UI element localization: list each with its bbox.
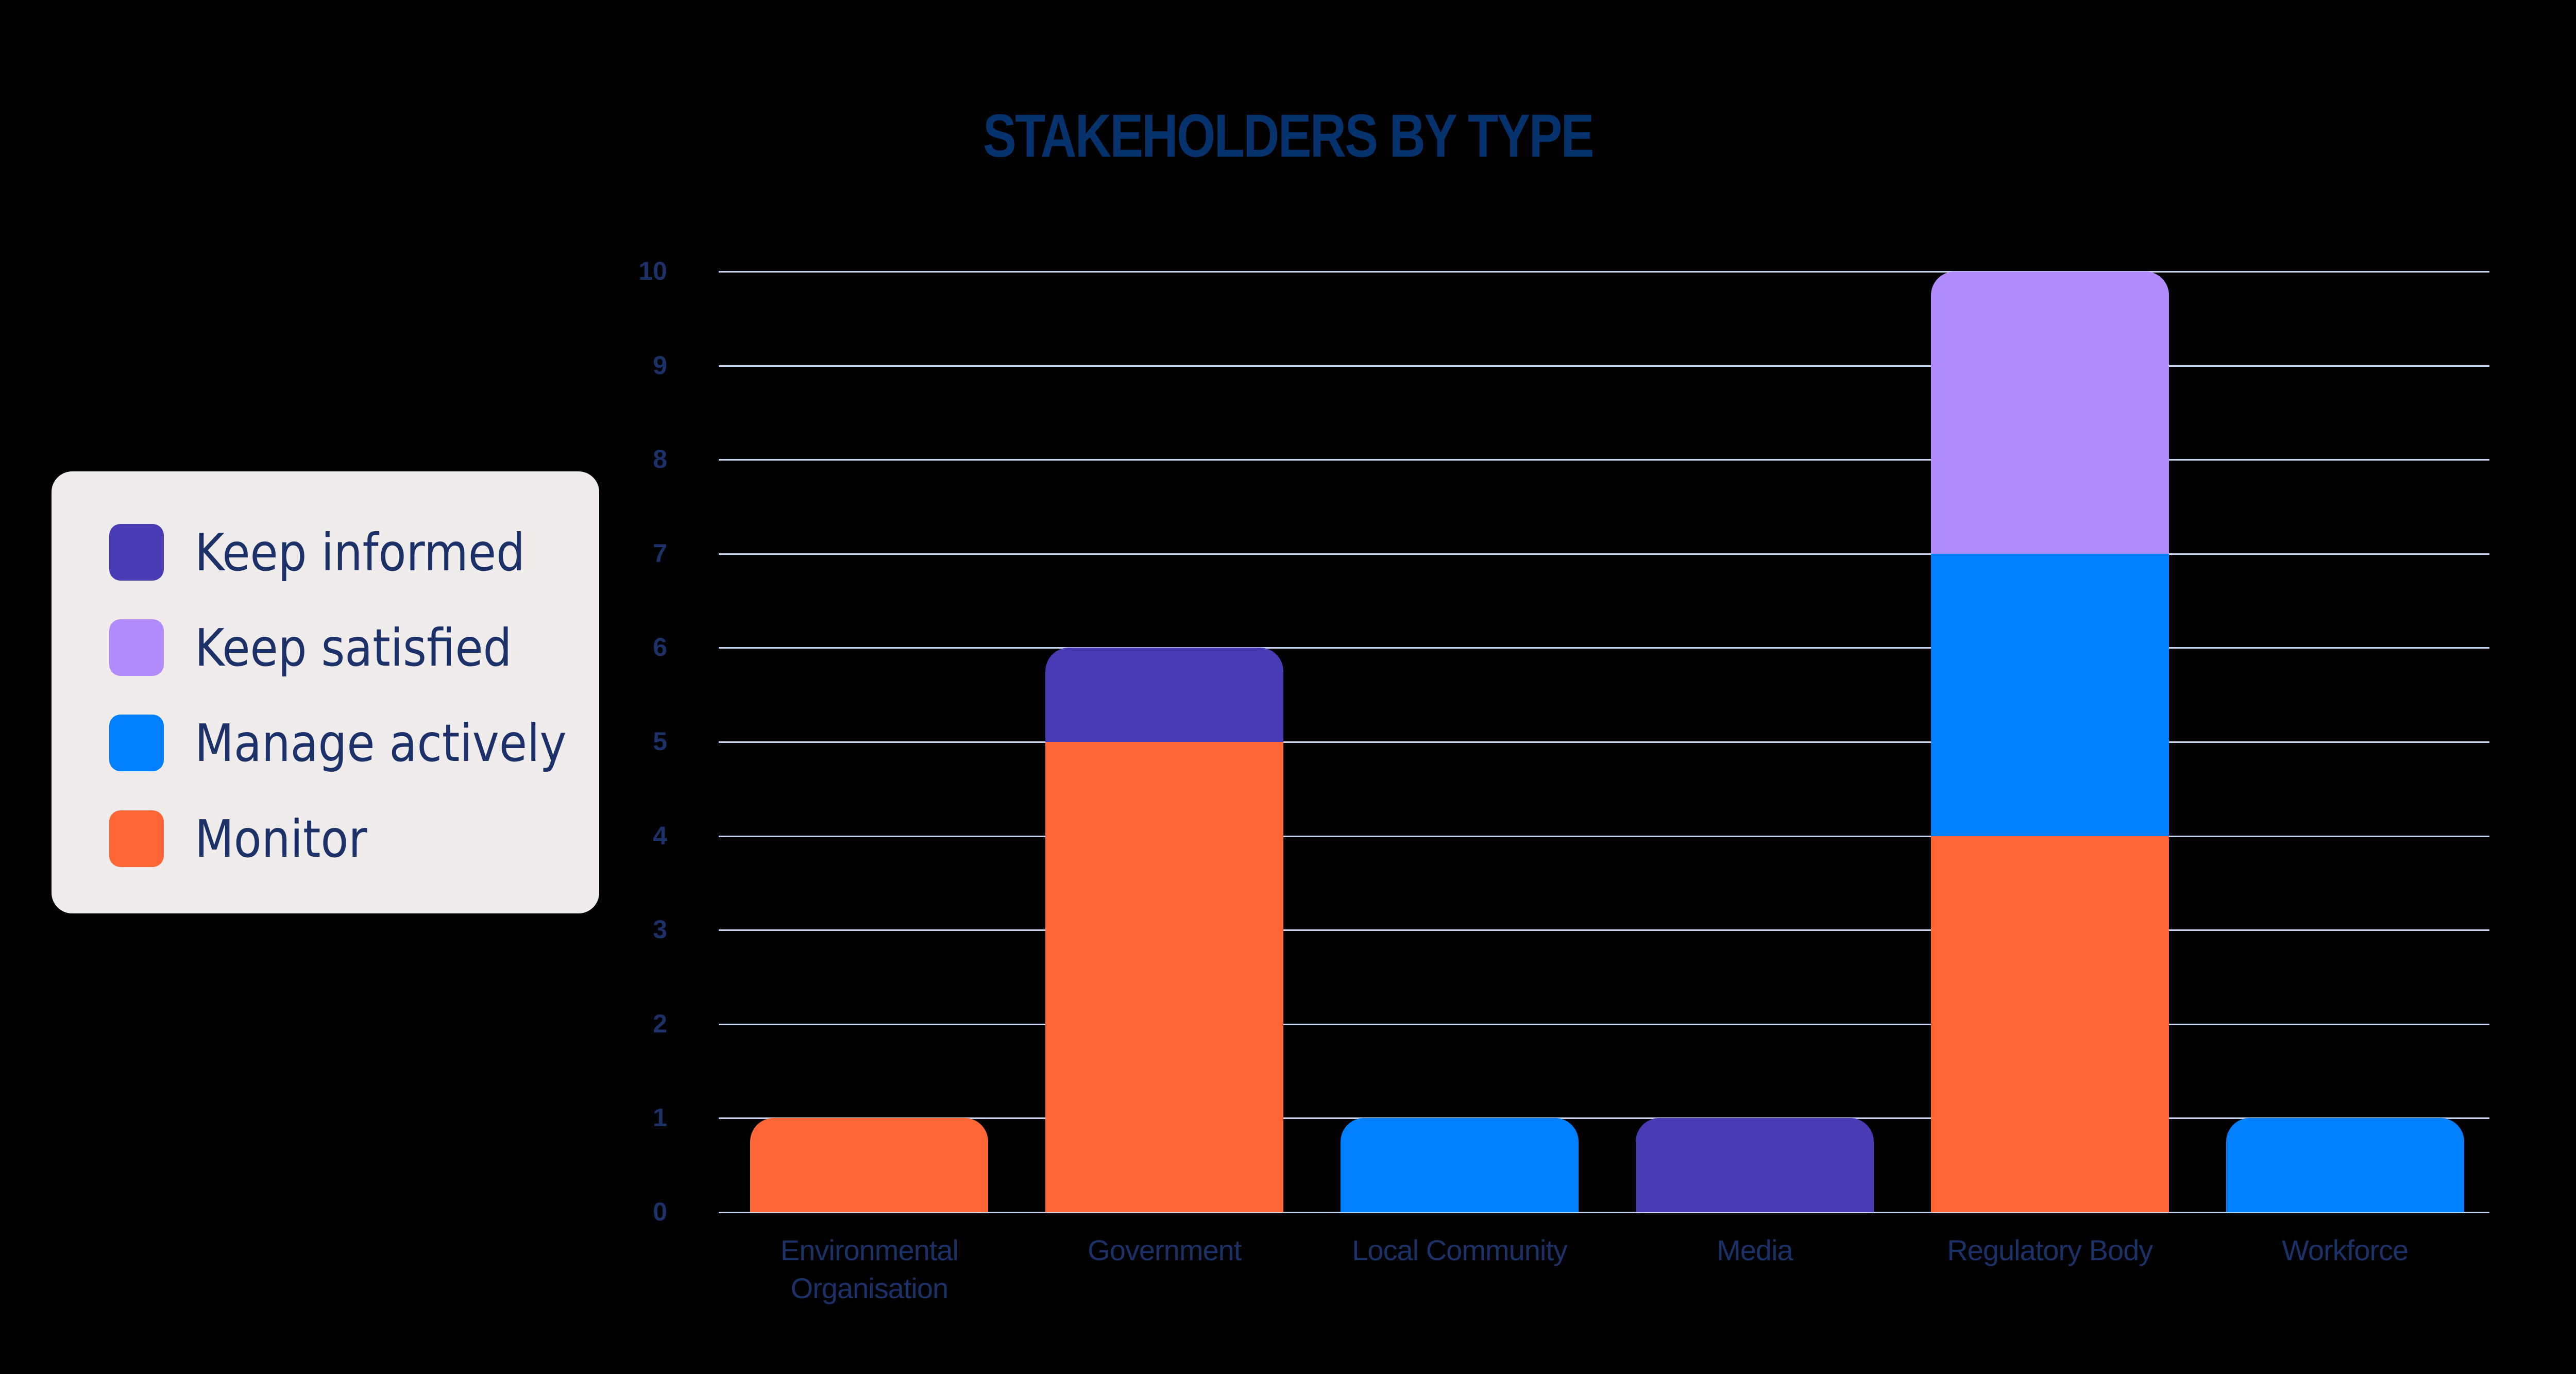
bar-segment-keep-satisfied xyxy=(1930,272,2169,554)
y-tick-label: 10 xyxy=(638,257,667,285)
gridline xyxy=(719,1023,2489,1025)
y-tick-label: 9 xyxy=(653,350,667,380)
bar-regulatory-body xyxy=(1930,272,2169,1212)
legend-item-manage-actively: Manage actively xyxy=(109,713,617,773)
legend: Keep informed Keep satisfied Manage acti… xyxy=(52,471,599,913)
legend-swatch-monitor xyxy=(109,810,164,867)
y-tick-label: 0 xyxy=(653,1197,667,1226)
gridline xyxy=(719,553,2489,555)
y-tick-label: 5 xyxy=(653,727,667,756)
y-tick-label: 4 xyxy=(653,821,667,850)
x-tick-label: Environmental Organisation xyxy=(780,1234,959,1304)
gridline xyxy=(719,835,2489,837)
legend-label: Manage actively xyxy=(195,713,567,773)
bar-environmental-organisation xyxy=(750,1118,989,1212)
legend-item-monitor: Monitor xyxy=(109,808,391,869)
bar-segment-monitor xyxy=(1045,742,1284,1212)
gridline xyxy=(719,741,2489,743)
bar-segment-manage-actively xyxy=(1930,553,2169,836)
y-tick-label: 6 xyxy=(653,633,667,662)
bar-segment-manage-actively xyxy=(1341,1118,1579,1212)
y-tick-label: 7 xyxy=(653,538,667,568)
legend-label: Keep informed xyxy=(195,522,525,583)
legend-swatch-keep-satisfied xyxy=(109,619,164,676)
bar-government xyxy=(1045,648,1284,1212)
x-tick-label: Workforce xyxy=(2282,1234,2409,1266)
legend-item-keep-informed: Keep informed xyxy=(109,522,570,583)
legend-label: Monitor xyxy=(195,808,367,869)
chart-title-area: STAKEHOLDERS BY TYPE xyxy=(0,0,2576,206)
bar-workforce xyxy=(2226,1118,2464,1212)
gridline xyxy=(719,459,2489,461)
y-tick-label: 3 xyxy=(653,915,667,944)
gridline xyxy=(719,647,2489,649)
plot-area: 0 1 2 3 4 5 6 7 8 9 10 xyxy=(638,257,2489,1226)
legend-swatch-keep-informed xyxy=(109,524,164,581)
gridline xyxy=(719,1212,2489,1213)
x-tick-label: Local Community xyxy=(1352,1234,1568,1266)
gridline xyxy=(719,1117,2489,1119)
y-tick-label: 8 xyxy=(653,445,667,474)
gridline xyxy=(719,929,2489,931)
gridline xyxy=(719,365,2489,367)
x-tick-label: Media xyxy=(1717,1234,1793,1266)
bar-segment-keep-informed xyxy=(1635,1118,1874,1212)
bar-segment-manage-actively xyxy=(2226,1118,2464,1212)
bar-media xyxy=(1635,1118,1874,1212)
bar-segment-monitor xyxy=(1930,836,2169,1212)
bar-segment-keep-informed xyxy=(1045,648,1284,742)
bar-local-community xyxy=(1341,1118,1579,1212)
x-tick-label: Regulatory Body xyxy=(1947,1234,2153,1266)
legend-label: Keep satisfied xyxy=(195,617,512,678)
chart-title: STAKEHOLDERS BY TYPE xyxy=(983,102,1594,170)
gridline xyxy=(719,271,2489,273)
y-tick-label: 2 xyxy=(653,1009,667,1038)
bar-segment-monitor xyxy=(750,1118,989,1212)
x-tick-label: Government xyxy=(1088,1234,1242,1266)
legend-item-keep-satisfied: Keep satisfied xyxy=(109,617,555,678)
legend-swatch-manage-actively xyxy=(109,715,164,771)
y-tick-label: 1 xyxy=(653,1103,667,1132)
